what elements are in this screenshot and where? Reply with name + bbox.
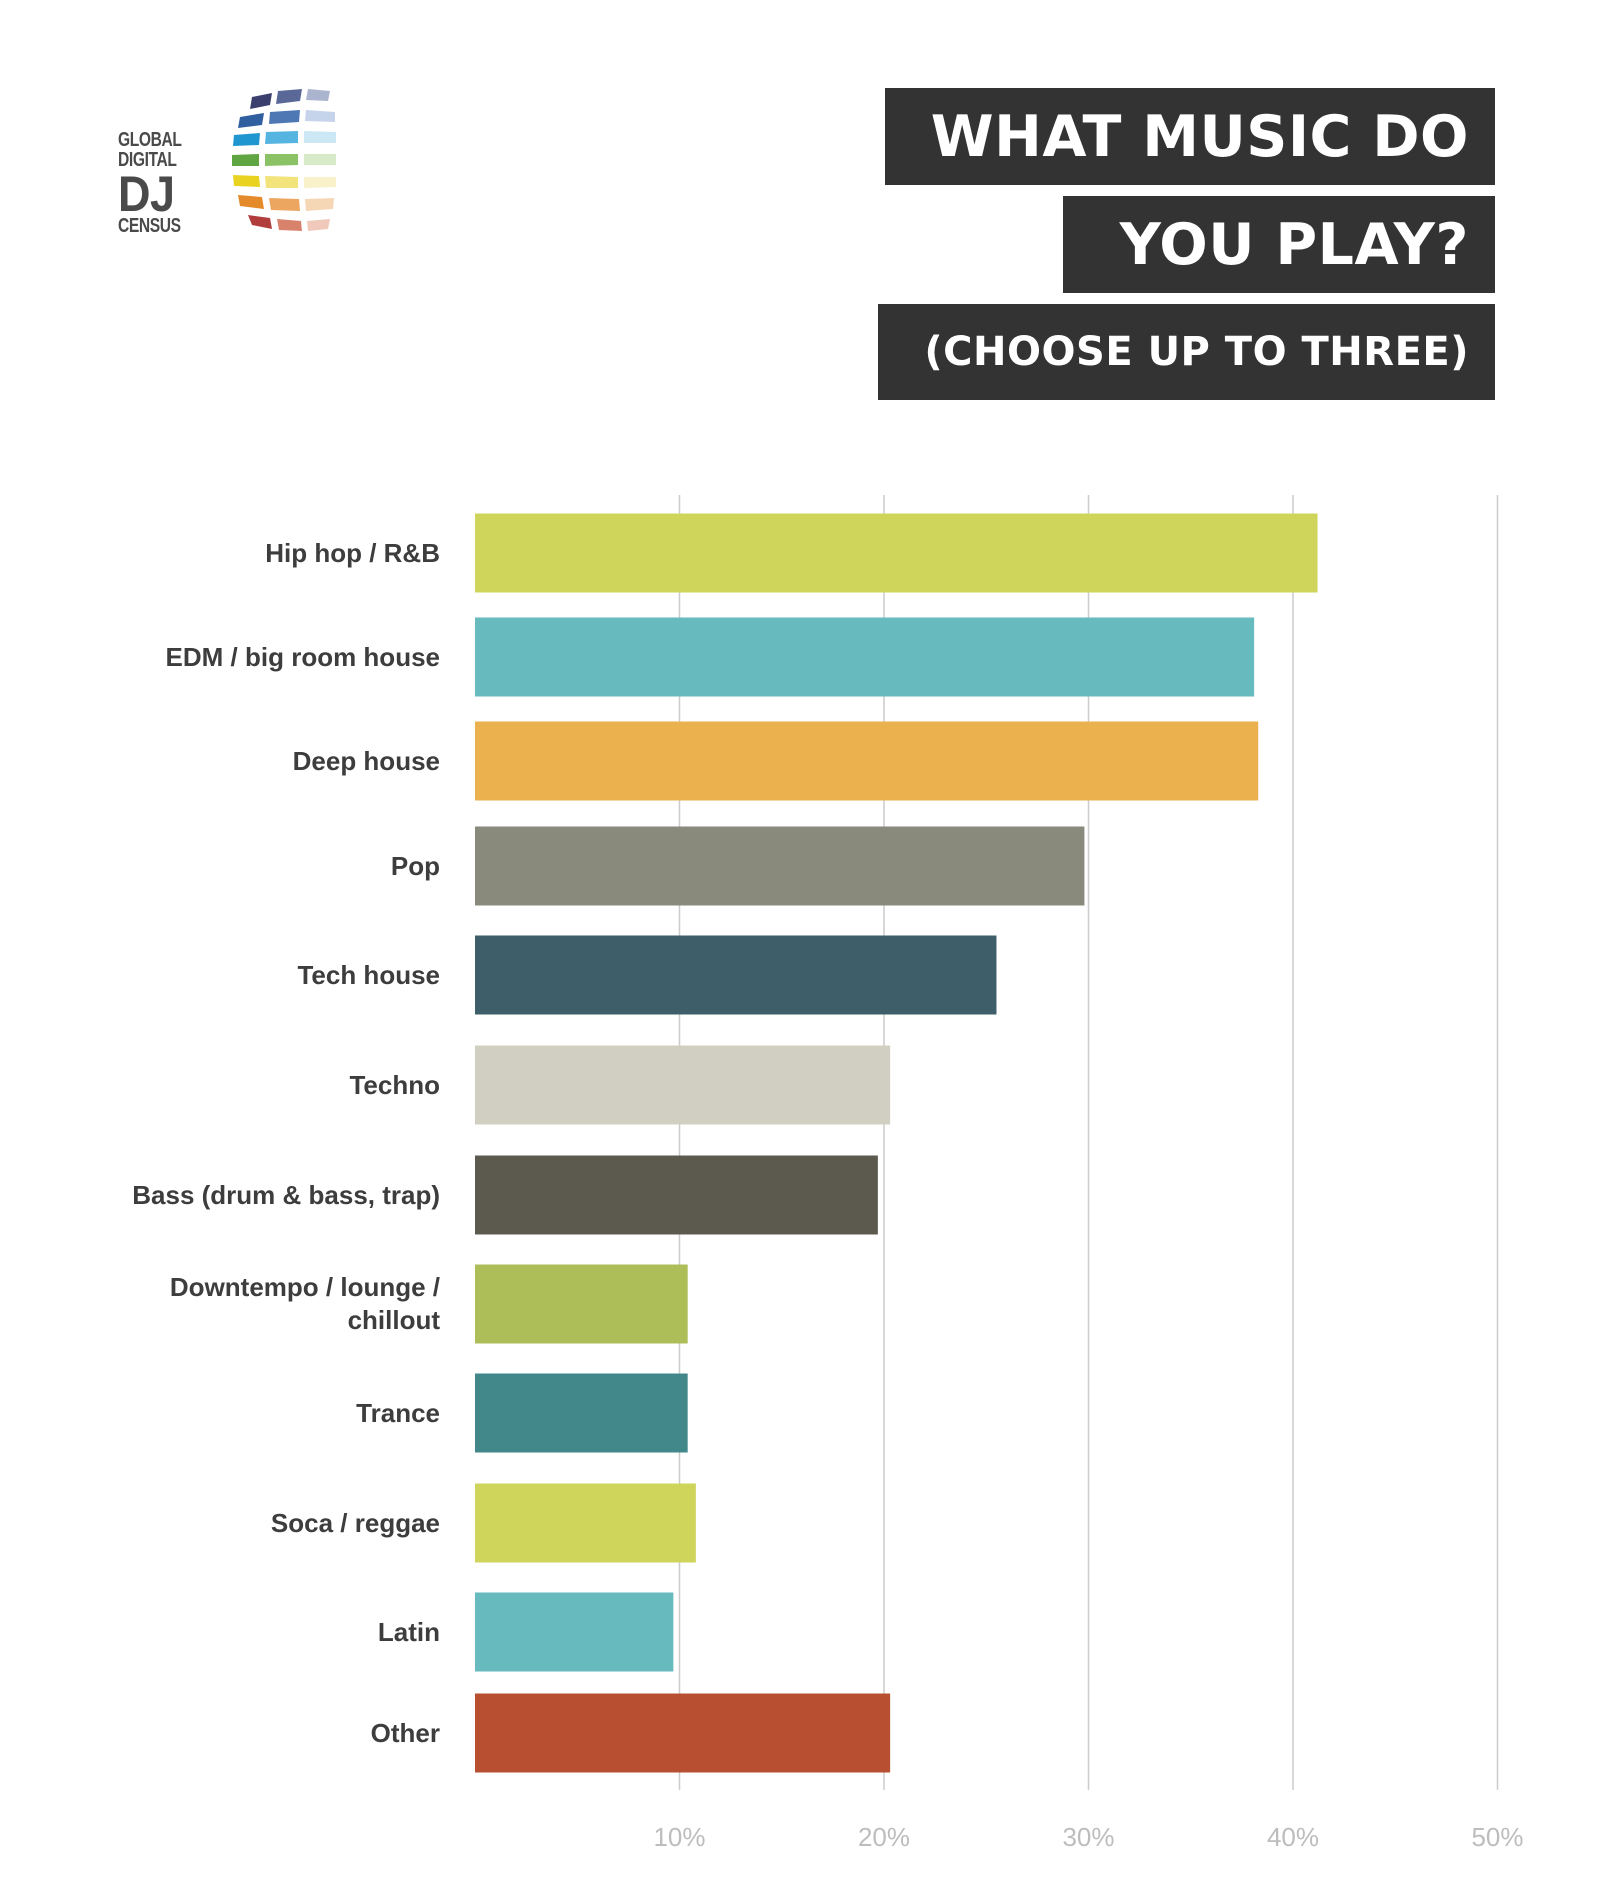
category-label: Bass (drum & bass, trap): [132, 1179, 440, 1210]
x-tick-label: 40%: [1266, 1822, 1320, 1852]
logo-text: GLOBAL DIGITAL DJ CENSUS: [118, 130, 199, 236]
logo-line-digital: DIGITAL: [118, 149, 177, 171]
category-label: Soca / reggae: [270, 1507, 440, 1538]
title-line-1: WHAT MUSIC DO: [885, 88, 1495, 185]
globe-grid-icon: [232, 89, 336, 231]
bar: [475, 1693, 891, 1773]
x-tick-label: 10%: [653, 1822, 706, 1852]
bar: [475, 1483, 696, 1563]
bar: [475, 1264, 688, 1344]
category-label: EDM / big room house: [165, 641, 440, 672]
category-label: Pop: [390, 850, 440, 881]
x-tick-label: 50%: [1471, 1822, 1524, 1852]
logo: GLOBAL DIGITAL DJ CENSUS: [110, 85, 340, 275]
logo-line-dj: DJ: [118, 166, 175, 222]
x-tick-label: 30%: [1062, 1822, 1115, 1852]
x-tick-label: 20%: [857, 1822, 911, 1852]
bar: [475, 1155, 878, 1235]
category-label: Deep house: [292, 745, 440, 776]
bar: [475, 617, 1255, 697]
logo-line-census: CENSUS: [118, 215, 181, 237]
bar: [475, 1373, 688, 1453]
category-label: Tech house: [297, 959, 440, 990]
category-label: Techno: [349, 1069, 440, 1100]
bar: [475, 721, 1259, 801]
bar: [475, 1592, 674, 1672]
bar: [475, 935, 997, 1015]
bar: [475, 1045, 891, 1125]
bar: [475, 826, 1085, 906]
bar: [475, 513, 1318, 593]
category-label: Other: [370, 1717, 440, 1748]
title-line-3: (CHOOSE UP TO THREE): [878, 304, 1495, 400]
category-label: Trance: [356, 1397, 440, 1428]
category-label: Downtempo / lounge / chillout: [169, 1272, 440, 1335]
category-label: Hip hop / R&B: [265, 537, 440, 568]
category-label: Latin: [377, 1616, 440, 1647]
logo-line-global: GLOBAL: [118, 129, 182, 151]
title-line-2: YOU PLAY?: [1063, 196, 1495, 293]
